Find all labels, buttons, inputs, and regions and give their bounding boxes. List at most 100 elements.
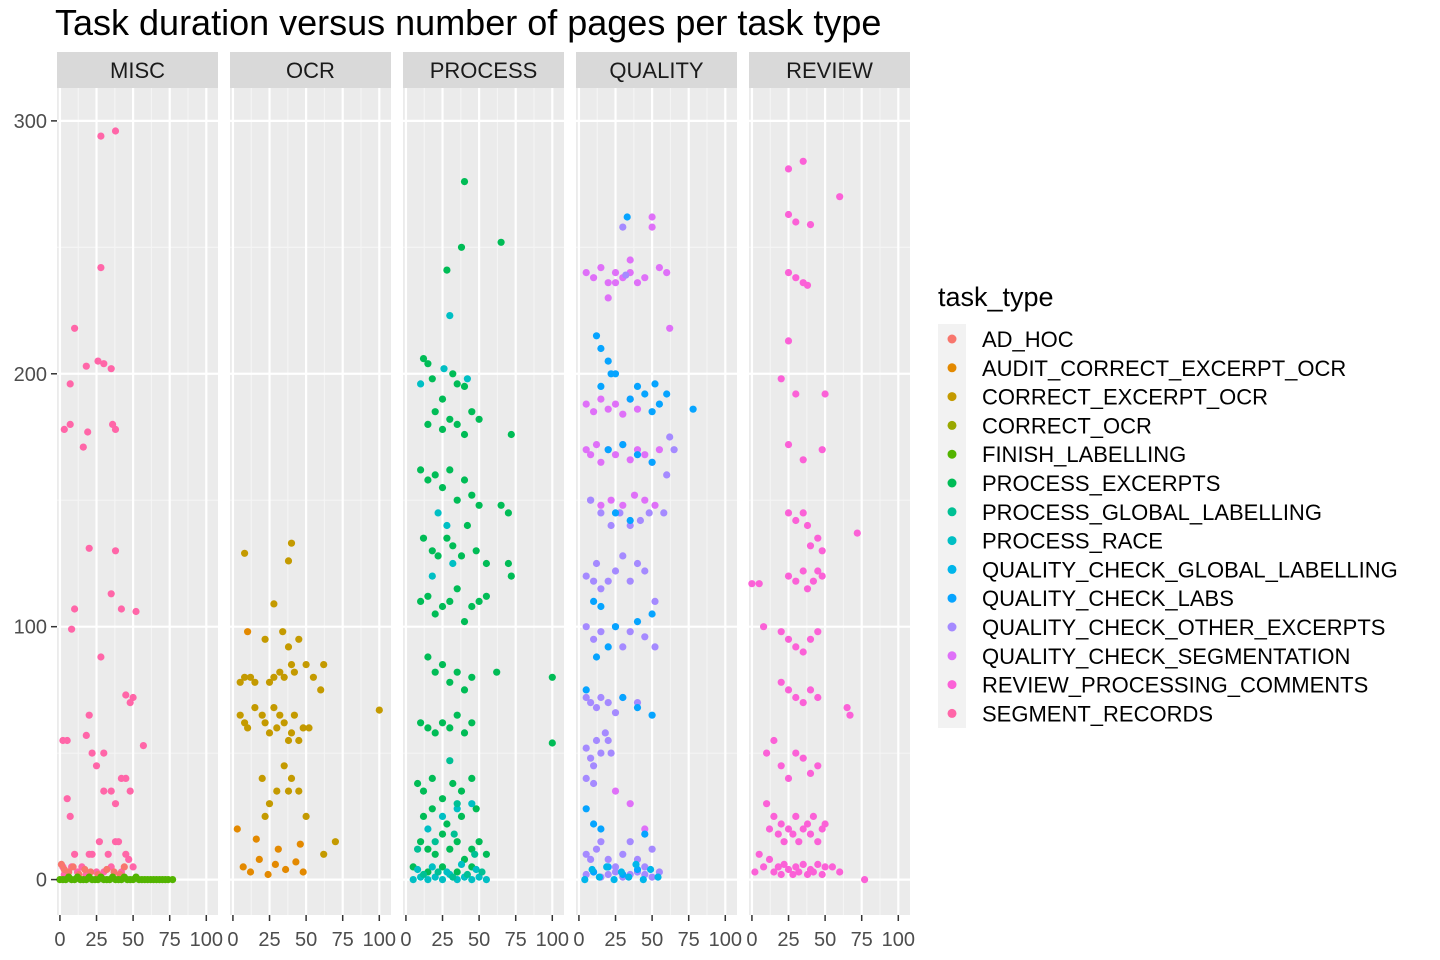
data-point [651,501,659,509]
facet-strip [749,52,910,88]
data-point [755,580,763,588]
panel-background [749,88,910,915]
data-point [648,223,656,231]
data-point [582,850,590,858]
data-point [284,557,293,565]
data-point [69,863,77,871]
data-point [251,678,259,686]
data-point [622,271,630,279]
data-point [424,653,432,661]
data-point [453,668,461,676]
data-point [814,534,822,542]
data-point [592,441,601,449]
data-point [129,863,137,871]
data-point [604,294,612,302]
data-point [95,838,103,846]
data-point [818,870,826,879]
data-point [784,509,793,517]
data-point [431,471,439,479]
legend-label: SEGMENT_RECORDS [982,701,1213,726]
data-point [446,678,454,686]
data-point [428,572,436,580]
data-point [619,441,627,449]
legend-label: QUALITY_CHECK_OTHER_EXCERPTS [982,615,1385,640]
data-point [287,729,296,737]
data-point [443,868,451,876]
legend-key [947,680,957,690]
data-point [94,357,102,365]
data-point [663,471,671,479]
data-point [809,812,818,821]
data-point [623,213,631,221]
data-point [251,704,259,712]
data-point [438,795,447,803]
data-point [428,805,436,813]
data-point [611,623,620,631]
data-point [836,868,844,876]
data-point [66,420,74,428]
data-point [468,719,476,727]
data-point [818,572,826,580]
data-point [443,820,451,828]
data-point [132,607,140,616]
data-point [88,850,96,858]
y-axis: 0 100 200 300 [14,111,57,892]
data-point [81,865,89,874]
data-point [633,382,642,390]
data-point [446,415,454,423]
data-point [438,876,447,884]
data-point [799,567,807,575]
data-point [581,876,589,884]
data-point [633,559,642,568]
data-point [597,344,605,353]
data-point [443,521,451,530]
data-point [795,868,803,876]
data-point [431,850,439,858]
facet-panel-quality: QUALITY 0 25 50 75 100 [573,52,742,951]
data-point [777,628,785,636]
data-point [320,661,328,669]
data-point [666,433,674,441]
legend-label: PROCESS_EXCERPTS [982,471,1220,496]
data-point [792,516,800,525]
data-point [619,223,627,231]
data-point [597,458,605,466]
data-point [497,238,505,246]
data-point [449,370,457,378]
data-point [597,628,605,636]
data-point [597,509,605,517]
data-point [450,830,458,838]
data-point [626,516,634,525]
data-point [604,405,612,413]
data-point [139,742,147,750]
data-point [619,410,627,418]
data-point [607,749,615,757]
data-point [287,661,296,669]
data-point [655,446,664,454]
data-point [814,567,822,575]
data-point [414,779,422,788]
data-point [654,873,662,881]
data-point [468,491,476,499]
data-point [419,787,428,795]
legend-label: CORRECT_OCR [982,413,1152,438]
data-point [424,825,432,833]
data-point [597,602,605,611]
data-point [431,729,439,737]
data-point [468,408,476,416]
x-tick-label: 75 [332,929,354,951]
data-point [587,699,595,707]
data-point [843,704,851,712]
data-point [84,428,92,436]
data-point [777,375,785,383]
x-tick-label: 75 [678,929,700,951]
data-point [601,729,609,737]
data-point [603,863,611,871]
data-point [71,850,79,858]
data-point [803,521,812,530]
data-point [66,812,74,821]
data-point [449,873,457,881]
legend-label: FINISH_LABELLING [982,442,1186,467]
data-point [814,693,822,702]
data-point [428,774,436,783]
